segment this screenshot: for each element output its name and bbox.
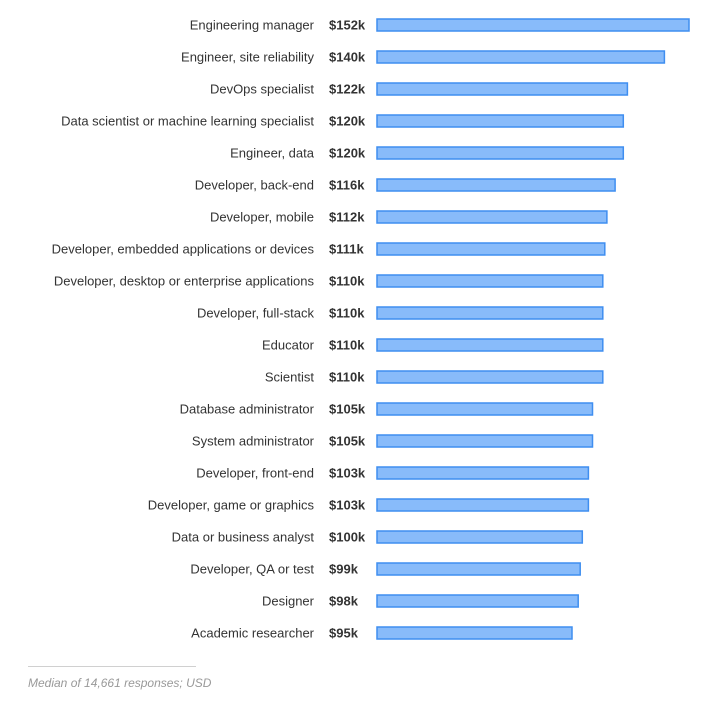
category-label: DevOps specialist — [210, 82, 314, 97]
category-label: Developer, game or graphics — [148, 498, 315, 513]
value-label: $105k — [329, 434, 366, 449]
bar — [376, 338, 604, 352]
bar — [376, 402, 594, 416]
bar — [376, 370, 604, 384]
category-label: System administrator — [192, 434, 315, 449]
category-label: Engineer, data — [230, 146, 315, 161]
salary-bar-chart: Engineering manager $152k Engineer, site r… — [52, 18, 690, 641]
bar — [376, 242, 606, 256]
bar — [376, 210, 608, 224]
value-label: $110k — [329, 306, 365, 321]
category-label: Developer, mobile — [210, 210, 314, 225]
category-label: Database administrator — [180, 402, 315, 417]
category-label: Developer, front-end — [196, 466, 314, 481]
value-label: $95k — [329, 626, 359, 641]
bar — [376, 82, 629, 96]
bar — [376, 562, 581, 576]
value-label: $112k — [329, 210, 365, 225]
value-label: $100k — [329, 530, 366, 545]
bar — [376, 594, 579, 608]
footnote: Median of 14,661 responses; USD — [28, 676, 212, 690]
value-label: $140k — [329, 50, 366, 65]
bar — [376, 530, 584, 544]
bar — [376, 178, 616, 192]
category-label: Engineering manager — [190, 18, 315, 33]
value-label: $110k — [329, 274, 365, 289]
bar — [376, 50, 666, 64]
bar — [376, 498, 590, 512]
bar — [376, 434, 594, 448]
bar — [376, 626, 573, 640]
category-label: Developer, QA or test — [190, 562, 314, 577]
category-label: Data scientist or machine learning speci… — [61, 114, 314, 129]
bar — [376, 18, 690, 32]
category-label: Developer, embedded applications or devi… — [52, 242, 315, 257]
category-label: Engineer, site reliability — [181, 50, 314, 65]
category-label: Developer, back-end — [195, 178, 314, 193]
category-label: Educator — [262, 338, 315, 353]
bar — [376, 274, 604, 288]
value-label: $103k — [329, 498, 366, 513]
value-label: $98k — [329, 594, 359, 609]
category-label: Developer, full-stack — [197, 306, 315, 321]
value-label: $111k — [329, 242, 364, 257]
value-label: $110k — [329, 338, 365, 353]
category-label: Scientist — [265, 370, 315, 385]
category-label: Designer — [262, 594, 315, 609]
value-label: $122k — [329, 82, 366, 97]
category-label: Academic researcher — [191, 626, 314, 641]
bar — [376, 114, 625, 128]
value-label: $116k — [329, 178, 365, 193]
category-label: Developer, desktop or enterprise applica… — [54, 274, 315, 289]
value-label: $152k — [329, 18, 366, 33]
bar — [376, 306, 604, 320]
bar — [376, 466, 590, 480]
footnote-divider — [28, 666, 196, 667]
value-label: $103k — [329, 466, 366, 481]
bar — [376, 146, 625, 160]
value-label: $105k — [329, 402, 366, 417]
value-label: $99k — [329, 562, 359, 577]
value-label: $120k — [329, 114, 366, 129]
category-label: Data or business analyst — [172, 530, 315, 545]
value-label: $110k — [329, 370, 365, 385]
value-label: $120k — [329, 146, 366, 161]
